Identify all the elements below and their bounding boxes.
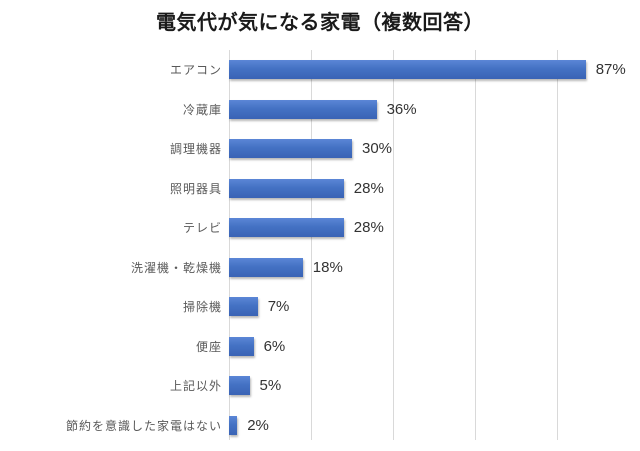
data-label: 28% [353,179,384,197]
bar [229,218,344,237]
category-label: テレビ [182,221,222,235]
category-label: 調理機器 [169,142,222,156]
data-label: 2% [247,416,269,434]
bar [229,336,254,356]
category-label: エアコン [169,63,222,77]
data-label: 36% [386,100,417,118]
gridline [311,50,312,440]
data-label: 28% [353,219,384,236]
category-label: 冷蔵庫 [182,102,222,117]
plot-area: 87% 36% 30% 28% 28% 18% 7% 6% 5% 2% [229,50,639,440]
data-label: 5% [259,377,282,394]
data-label: 30% [362,140,393,157]
category-label: 便座 [195,339,222,354]
bar [229,139,352,158]
category-label: 洗濯機・乾燥機 [130,260,222,275]
gridline [393,50,394,440]
gridline [475,50,476,440]
bar [229,415,238,435]
category-label: 掃除機 [182,300,222,314]
bar [229,178,344,198]
bar [229,60,586,79]
bar [229,99,377,119]
data-label: 87% [595,61,626,78]
bar [229,376,250,395]
data-label: 7% [267,298,290,315]
category-label: 照明器具 [169,181,222,196]
bar [229,257,303,277]
data-label: 18% [312,258,343,276]
bar [229,297,258,316]
data-label: 6% [263,337,286,355]
category-label: 上記以外 [169,379,222,393]
category-label: 節約を意識した家電はない [65,418,222,433]
chart-title: 電気代が気になる家電（複数回答） [156,10,484,34]
gridline [557,50,558,440]
gridline [229,50,230,440]
